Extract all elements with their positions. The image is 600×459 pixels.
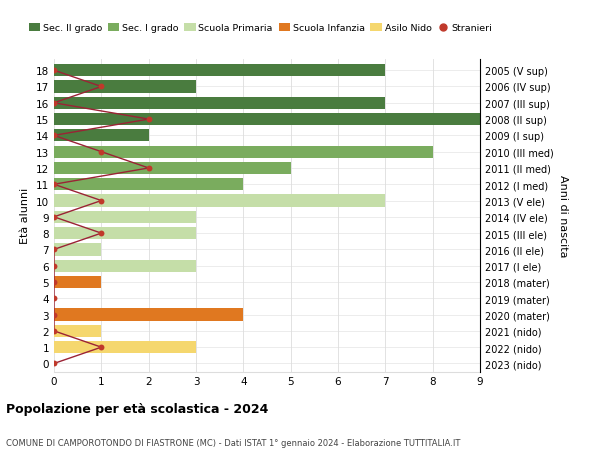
- Point: [97, 197, 106, 205]
- Bar: [54, 211, 196, 224]
- Bar: [54, 114, 480, 126]
- Bar: [54, 130, 149, 142]
- Text: COMUNE DI CAMPOROTONDO DI FIASTRONE (MC) - Dati ISTAT 1° gennaio 2024 - Elaboraz: COMUNE DI CAMPOROTONDO DI FIASTRONE (MC)…: [6, 438, 460, 448]
- Point: [49, 327, 59, 335]
- Legend: Sec. II grado, Sec. I grado, Scuola Primaria, Scuola Infanzia, Asilo Nido, Stran: Sec. II grado, Sec. I grado, Scuola Prim…: [29, 24, 492, 33]
- Point: [49, 67, 59, 75]
- Bar: [54, 325, 101, 337]
- Bar: [54, 276, 101, 288]
- Point: [49, 279, 59, 286]
- Bar: [54, 179, 244, 191]
- Bar: [54, 162, 290, 175]
- Point: [49, 360, 59, 367]
- Point: [97, 344, 106, 351]
- Text: Popolazione per età scolastica - 2024: Popolazione per età scolastica - 2024: [6, 403, 268, 415]
- Bar: [54, 244, 101, 256]
- Bar: [54, 81, 196, 93]
- Point: [49, 311, 59, 319]
- Bar: [54, 195, 385, 207]
- Point: [49, 132, 59, 140]
- Point: [97, 230, 106, 237]
- Y-axis label: Anni di nascita: Anni di nascita: [557, 174, 568, 257]
- Bar: [54, 97, 385, 110]
- Bar: [54, 228, 196, 240]
- Bar: [54, 146, 433, 158]
- Point: [49, 295, 59, 302]
- Point: [97, 84, 106, 91]
- Point: [49, 100, 59, 107]
- Bar: [54, 341, 196, 353]
- Bar: [54, 309, 244, 321]
- Point: [144, 165, 154, 172]
- Bar: [54, 260, 196, 272]
- Point: [49, 263, 59, 270]
- Point: [49, 246, 59, 253]
- Point: [97, 149, 106, 156]
- Y-axis label: Età alunni: Età alunni: [20, 188, 31, 244]
- Bar: [54, 65, 385, 77]
- Point: [144, 116, 154, 123]
- Point: [49, 214, 59, 221]
- Point: [49, 181, 59, 189]
